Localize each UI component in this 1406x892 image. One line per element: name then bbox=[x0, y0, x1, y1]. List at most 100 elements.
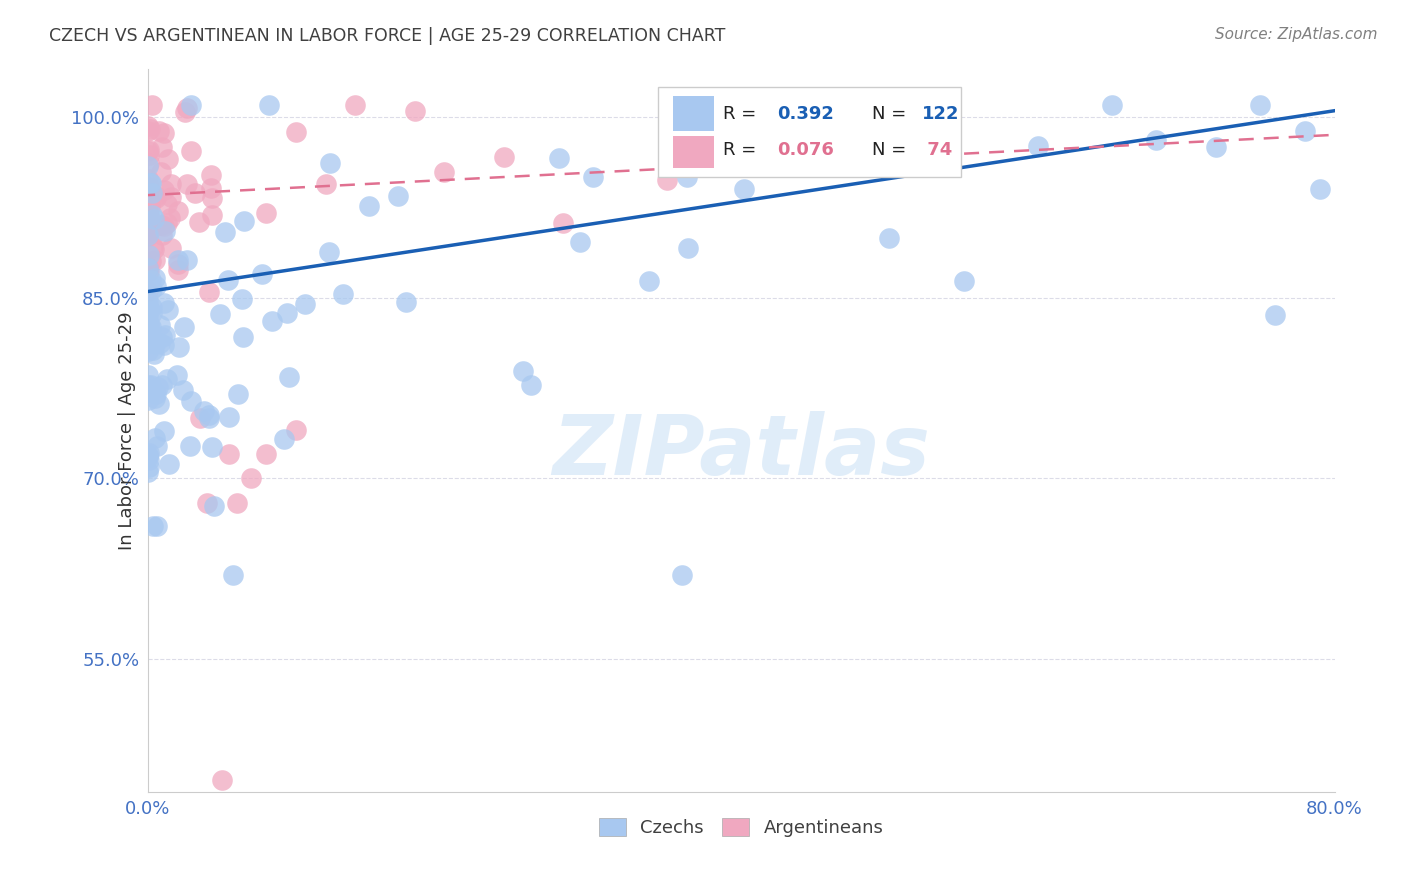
Point bbox=[315, 177, 337, 191]
Point bbox=[226, 386, 249, 401]
Point bbox=[159, 211, 181, 226]
Point bbox=[1101, 97, 1123, 112]
Point bbox=[157, 152, 180, 166]
Point bbox=[357, 199, 380, 213]
Point bbox=[218, 409, 240, 424]
Point bbox=[232, 330, 254, 344]
Point bbox=[145, 279, 167, 293]
Point bbox=[138, 205, 160, 219]
Point bbox=[143, 336, 166, 351]
Point bbox=[136, 260, 159, 274]
Point bbox=[146, 518, 169, 533]
Point bbox=[1146, 133, 1168, 147]
Point bbox=[136, 449, 159, 463]
Point bbox=[319, 155, 342, 169]
Point bbox=[800, 97, 823, 112]
Point bbox=[136, 301, 159, 315]
Point bbox=[141, 306, 163, 320]
Point bbox=[136, 119, 159, 133]
Point bbox=[259, 97, 281, 112]
Point bbox=[138, 446, 160, 460]
Point bbox=[136, 384, 159, 399]
Point bbox=[141, 208, 163, 222]
Point bbox=[138, 156, 160, 170]
Point bbox=[136, 194, 159, 208]
Point bbox=[136, 145, 159, 159]
Point bbox=[136, 393, 159, 408]
Point bbox=[676, 97, 699, 112]
Point bbox=[142, 347, 165, 361]
Text: R =: R = bbox=[723, 105, 762, 123]
Point bbox=[167, 262, 190, 277]
Point bbox=[138, 176, 160, 190]
Point bbox=[201, 208, 224, 222]
Point bbox=[167, 340, 190, 354]
Point bbox=[551, 216, 574, 230]
Point bbox=[156, 216, 179, 230]
Point bbox=[153, 184, 176, 198]
Point bbox=[136, 450, 159, 464]
Text: 0.076: 0.076 bbox=[776, 141, 834, 160]
Point bbox=[138, 307, 160, 321]
Point bbox=[152, 228, 174, 243]
Point bbox=[136, 305, 159, 319]
Point bbox=[332, 287, 354, 301]
Point bbox=[173, 104, 195, 119]
Point bbox=[180, 97, 202, 112]
Point bbox=[201, 191, 224, 205]
Point bbox=[136, 205, 159, 219]
Point bbox=[156, 372, 179, 386]
Point bbox=[225, 495, 247, 509]
Point bbox=[193, 404, 215, 418]
Point bbox=[141, 334, 163, 348]
Point bbox=[284, 125, 307, 139]
Point bbox=[138, 199, 160, 213]
Point bbox=[157, 303, 180, 318]
Point bbox=[142, 242, 165, 256]
Point bbox=[145, 271, 167, 285]
Point bbox=[153, 219, 176, 234]
Point bbox=[208, 307, 231, 321]
Point bbox=[276, 306, 298, 320]
Point bbox=[1249, 97, 1271, 112]
Point bbox=[143, 252, 166, 267]
Point bbox=[136, 210, 159, 224]
Point bbox=[141, 300, 163, 314]
Point bbox=[145, 189, 167, 203]
Point bbox=[136, 277, 159, 291]
Point bbox=[152, 140, 174, 154]
Point bbox=[150, 329, 173, 343]
Point bbox=[139, 378, 162, 392]
Point bbox=[184, 186, 207, 200]
Point bbox=[138, 264, 160, 278]
Point bbox=[136, 205, 159, 219]
Point bbox=[136, 227, 159, 242]
Point bbox=[1205, 140, 1227, 154]
Point bbox=[149, 336, 172, 351]
Text: 122: 122 bbox=[921, 105, 959, 123]
Point bbox=[136, 229, 159, 244]
Point bbox=[198, 410, 221, 425]
Point bbox=[156, 196, 179, 211]
Point bbox=[136, 224, 159, 238]
Point bbox=[201, 441, 224, 455]
Text: Source: ZipAtlas.com: Source: ZipAtlas.com bbox=[1215, 27, 1378, 42]
Point bbox=[568, 235, 591, 250]
Point bbox=[952, 274, 974, 288]
Point bbox=[176, 177, 198, 191]
Point bbox=[180, 144, 202, 158]
Text: ZIPatlas: ZIPatlas bbox=[553, 411, 929, 492]
Point bbox=[200, 168, 222, 182]
FancyBboxPatch shape bbox=[658, 87, 960, 177]
Point bbox=[153, 327, 176, 342]
Point bbox=[136, 211, 159, 225]
Point bbox=[879, 231, 901, 245]
Point bbox=[519, 377, 541, 392]
Text: 74: 74 bbox=[921, 141, 953, 160]
Point bbox=[155, 224, 177, 238]
Point bbox=[167, 204, 190, 219]
Point bbox=[141, 97, 163, 112]
Point bbox=[136, 382, 159, 396]
Point bbox=[138, 211, 160, 225]
Point bbox=[138, 460, 160, 475]
